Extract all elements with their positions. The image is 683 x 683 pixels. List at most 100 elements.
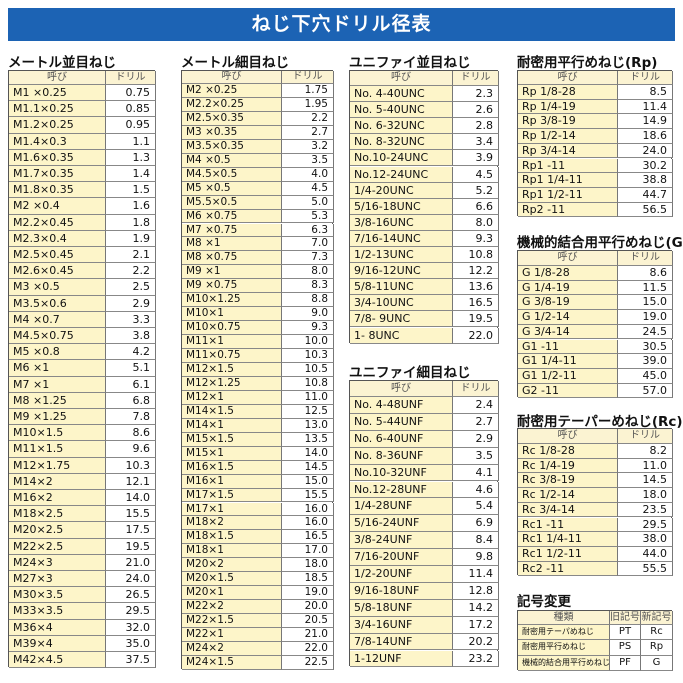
row-label: M20×1.5 xyxy=(182,572,282,587)
cell-value: PF xyxy=(610,655,641,671)
cell-value: 11.0 xyxy=(282,390,334,405)
row-label: M10×1.5 xyxy=(9,425,106,442)
cell-value: 20.2 xyxy=(453,633,499,651)
row-label: M10×1.25 xyxy=(182,293,282,308)
row-label: 1/4-28UNF xyxy=(350,498,453,516)
section-heading: ユニファイ細目ねじ xyxy=(349,365,471,381)
title-banner: ねじ下穴ドリル径表 xyxy=(8,8,675,41)
table: 呼び ドリル No. 4-48UNF 2.4 No. 5-44UNF 2.7 No. 6-4… xyxy=(349,380,499,668)
cell-value: 11.4 xyxy=(618,99,673,115)
row-label: M14×2 xyxy=(9,473,106,490)
cell-value: 21.0 xyxy=(282,628,334,642)
cell-value: 12.5 xyxy=(282,404,334,419)
cell-value: 8.3 xyxy=(282,279,334,294)
row-label: M1.2×0.25 xyxy=(9,117,106,134)
cell-value: 22.0 xyxy=(282,642,334,656)
cell-value: 14.0 xyxy=(282,446,334,461)
cell-value: 18.5 xyxy=(282,572,334,587)
column-header: ドリル xyxy=(282,71,334,84)
cell-value: 20.0 xyxy=(282,600,334,615)
cell-value: 19.0 xyxy=(282,586,334,601)
row-label: M2.2×0.45 xyxy=(9,214,106,231)
row-label: M16×2 xyxy=(9,490,106,507)
cell-value: 7.8 xyxy=(106,409,156,426)
cell-value: 16.0 xyxy=(282,516,334,531)
row-label: Rp 1/8-28 xyxy=(518,85,618,100)
cell-value: 2.1 xyxy=(106,247,156,264)
cell-value: Rc xyxy=(641,625,673,641)
cell-value: 1.6 xyxy=(106,198,156,215)
row-label: Rc1 1/4-11 xyxy=(518,532,618,547)
row-label: Rp1 -11 xyxy=(518,158,618,174)
column-header: 旧記号 xyxy=(610,611,641,625)
cell-value: 17.5 xyxy=(106,522,156,539)
row-label: M2.5×0.35 xyxy=(182,111,282,126)
row-label: 1-12UNF xyxy=(350,650,453,668)
cell-value: 3.5 xyxy=(453,447,499,465)
cell-value: 22.5 xyxy=(282,655,334,670)
row-label: M30×3.5 xyxy=(9,587,106,604)
row-label: M12×1.75 xyxy=(9,457,106,474)
row-label: M4.5×0.75 xyxy=(9,328,106,345)
cell-value: 24.0 xyxy=(106,571,156,588)
row-label: M17×1.5 xyxy=(182,488,282,503)
cell-value: 8.4 xyxy=(453,532,499,550)
row-label: M24×3 xyxy=(9,554,106,571)
row-label: Rc 1/8-28 xyxy=(518,444,618,459)
column-header: ドリル xyxy=(453,381,499,397)
cell-value: 15.5 xyxy=(106,506,156,523)
row-label: M16×1.5 xyxy=(182,460,282,475)
row-label: M2.3×0.4 xyxy=(9,230,106,247)
row-label: M39×4 xyxy=(9,635,106,652)
row-label: Rp 3/4-14 xyxy=(518,143,618,159)
cell-value: 16.5 xyxy=(453,295,499,312)
column-header: 呼び xyxy=(350,71,453,86)
cell-value: 17.0 xyxy=(282,544,334,559)
row-label: M3 ×0.35 xyxy=(182,125,282,140)
row-label: M22×1 xyxy=(182,628,282,642)
cell-value: 0.85 xyxy=(106,101,156,118)
section-heading: 耐密用平行めねじ(Rp) xyxy=(517,55,658,71)
row-label: Rp1 1/2-11 xyxy=(518,187,618,203)
cell-value: 37.5 xyxy=(106,652,156,669)
cell-value: 2.7 xyxy=(282,125,334,140)
row-label: M8 ×1 xyxy=(182,237,282,252)
cell-value: 16.0 xyxy=(282,502,334,517)
cell-value: 8.6 xyxy=(618,266,673,281)
cell-value: 9.6 xyxy=(106,441,156,458)
row-label: 1- 8UNC xyxy=(350,327,453,344)
row-label: M22×2.5 xyxy=(9,538,106,555)
cell-value: 2.9 xyxy=(106,295,156,312)
cell-value: 15.0 xyxy=(282,474,334,489)
row-label: M12×1.5 xyxy=(182,363,282,377)
cell-value: 57.0 xyxy=(618,383,673,399)
row-label: M12×1 xyxy=(182,390,282,405)
cell-value: 18.0 xyxy=(282,558,334,573)
row-label: M18×2 xyxy=(182,516,282,531)
row-label: M24×2 xyxy=(182,642,282,656)
row-label: M10×0.75 xyxy=(182,321,282,336)
row-label: M24×1.5 xyxy=(182,655,282,670)
row-label: M1.1×0.25 xyxy=(9,101,106,118)
row-label: 7/16-14UNC xyxy=(350,230,453,247)
row-label: 耐密用テーパめねじ xyxy=(518,625,610,641)
column-header: ドリル xyxy=(106,71,156,85)
row-label: G 1/4-19 xyxy=(518,280,618,296)
table: 呼び ドリル M1 ×0.25 0.75 M1.1×0.25 0.85 M1.2×0.25 0… xyxy=(8,70,156,669)
row-label: 5/16-24UNF xyxy=(350,515,453,533)
row-label: 3/8-24UNF xyxy=(350,532,453,550)
row-label: M1.6×0.35 xyxy=(9,149,106,166)
row-label: M18×1 xyxy=(182,544,282,559)
row-label: 1/2-13UNC xyxy=(350,247,453,264)
cell-value: 6.3 xyxy=(282,223,334,238)
row-label: M33×3.5 xyxy=(9,603,106,620)
cell-value: 7.3 xyxy=(282,251,334,266)
cell-value: 13.5 xyxy=(282,432,334,447)
cell-value: 11.0 xyxy=(618,458,673,474)
cell-value: G xyxy=(641,655,673,671)
row-label: G1 1/4-11 xyxy=(518,354,618,369)
cell-value: 16.5 xyxy=(282,530,334,545)
row-label: M20×2.5 xyxy=(9,522,106,539)
row-label: M11×1 xyxy=(182,335,282,350)
row-label: 3/8-16UNC xyxy=(350,214,453,231)
